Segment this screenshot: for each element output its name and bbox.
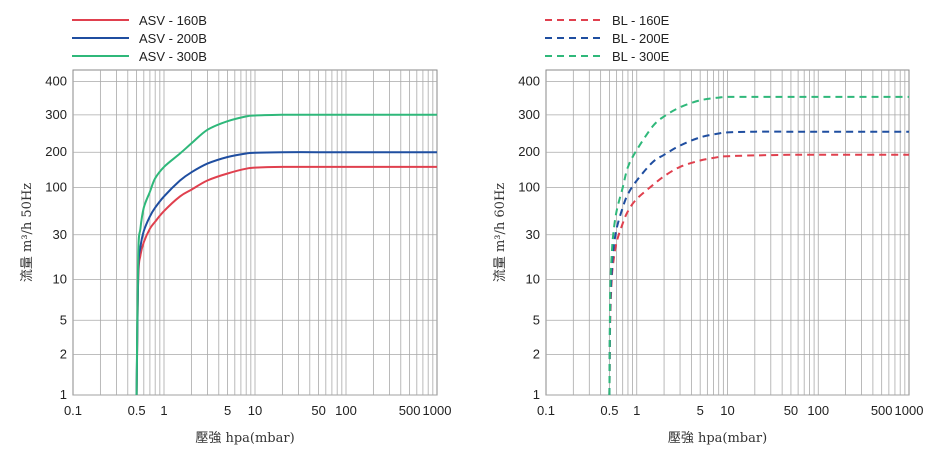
x-tick-label: 5 xyxy=(697,403,704,418)
x-tick-label: 0.1 xyxy=(64,403,82,418)
legend-label: BL - 300E xyxy=(612,49,670,64)
x-tick-label: 0.1 xyxy=(537,403,555,418)
y-axis-title: 流量 m³/h 60Hz xyxy=(493,183,508,282)
y-tick-label: 1 xyxy=(533,387,540,402)
y-tick-label: 400 xyxy=(518,73,540,88)
y-tick-label: 30 xyxy=(526,227,540,242)
y-tick-label: 10 xyxy=(53,272,67,287)
series-line-1 xyxy=(608,153,909,396)
series-line-2 xyxy=(135,151,437,396)
y-tick-label: 5 xyxy=(533,312,540,327)
y-tick-label: 300 xyxy=(45,107,67,122)
y-tick-label: 1 xyxy=(60,387,67,402)
y-tick-label: 100 xyxy=(45,180,67,195)
y-axis-title: 流量 m³/h 50Hz xyxy=(20,183,35,282)
x-axis-title: 壓強 hpa(mbar) xyxy=(668,431,767,446)
y-tick-label: 2 xyxy=(533,346,540,361)
x-tick-label: 10 xyxy=(248,403,262,418)
x-tick-label: 50 xyxy=(311,403,325,418)
series-line-1 xyxy=(135,165,437,396)
y-tick-label: 100 xyxy=(518,180,540,195)
x-axis-title: 壓強 hpa(mbar) xyxy=(195,431,294,446)
x-tick-label: 100 xyxy=(335,403,357,418)
y-tick-label: 200 xyxy=(45,144,67,159)
legend-label: BL - 200E xyxy=(612,31,670,46)
y-tick-label: 30 xyxy=(53,227,67,242)
legend-label: ASV - 300B xyxy=(139,49,207,64)
y-tick-label: 5 xyxy=(60,312,67,327)
x-tick-label: 10 xyxy=(720,403,734,418)
x-tick-label: 1 xyxy=(160,403,167,418)
x-tick-label: 50 xyxy=(784,403,798,418)
x-tick-label: 1000 xyxy=(895,403,924,418)
x-tick-label: 1 xyxy=(633,403,640,418)
y-tick-label: 300 xyxy=(518,107,540,122)
legend-label: BL - 160E xyxy=(612,13,670,28)
legend-label: ASV - 200B xyxy=(139,31,207,46)
x-tick-label: 5 xyxy=(224,403,231,418)
x-tick-label: 500 xyxy=(871,403,893,418)
x-tick-label: 0.5 xyxy=(128,403,146,418)
x-tick-label: 500 xyxy=(399,403,421,418)
x-tick-label: 1000 xyxy=(423,403,452,418)
y-tick-label: 200 xyxy=(518,144,540,159)
x-tick-label: 0.5 xyxy=(600,403,618,418)
y-tick-label: 10 xyxy=(526,272,540,287)
y-tick-label: 2 xyxy=(60,346,67,361)
series-line-3 xyxy=(135,113,437,396)
legend-label: ASV - 160B xyxy=(139,13,207,28)
y-tick-label: 400 xyxy=(45,73,67,88)
chart-panel-2: 1 2 5 10 30 100 200 300 400 0.1 0.5 1 5 10 50 100 500 100… xyxy=(493,13,923,446)
series-line-2 xyxy=(608,130,909,396)
chart-panel-1: 1 2 5 10 30 100 200 300 400 0.1 0.5 1 5 10 50 100 500 100… xyxy=(20,13,451,446)
x-tick-label: 100 xyxy=(807,403,829,418)
